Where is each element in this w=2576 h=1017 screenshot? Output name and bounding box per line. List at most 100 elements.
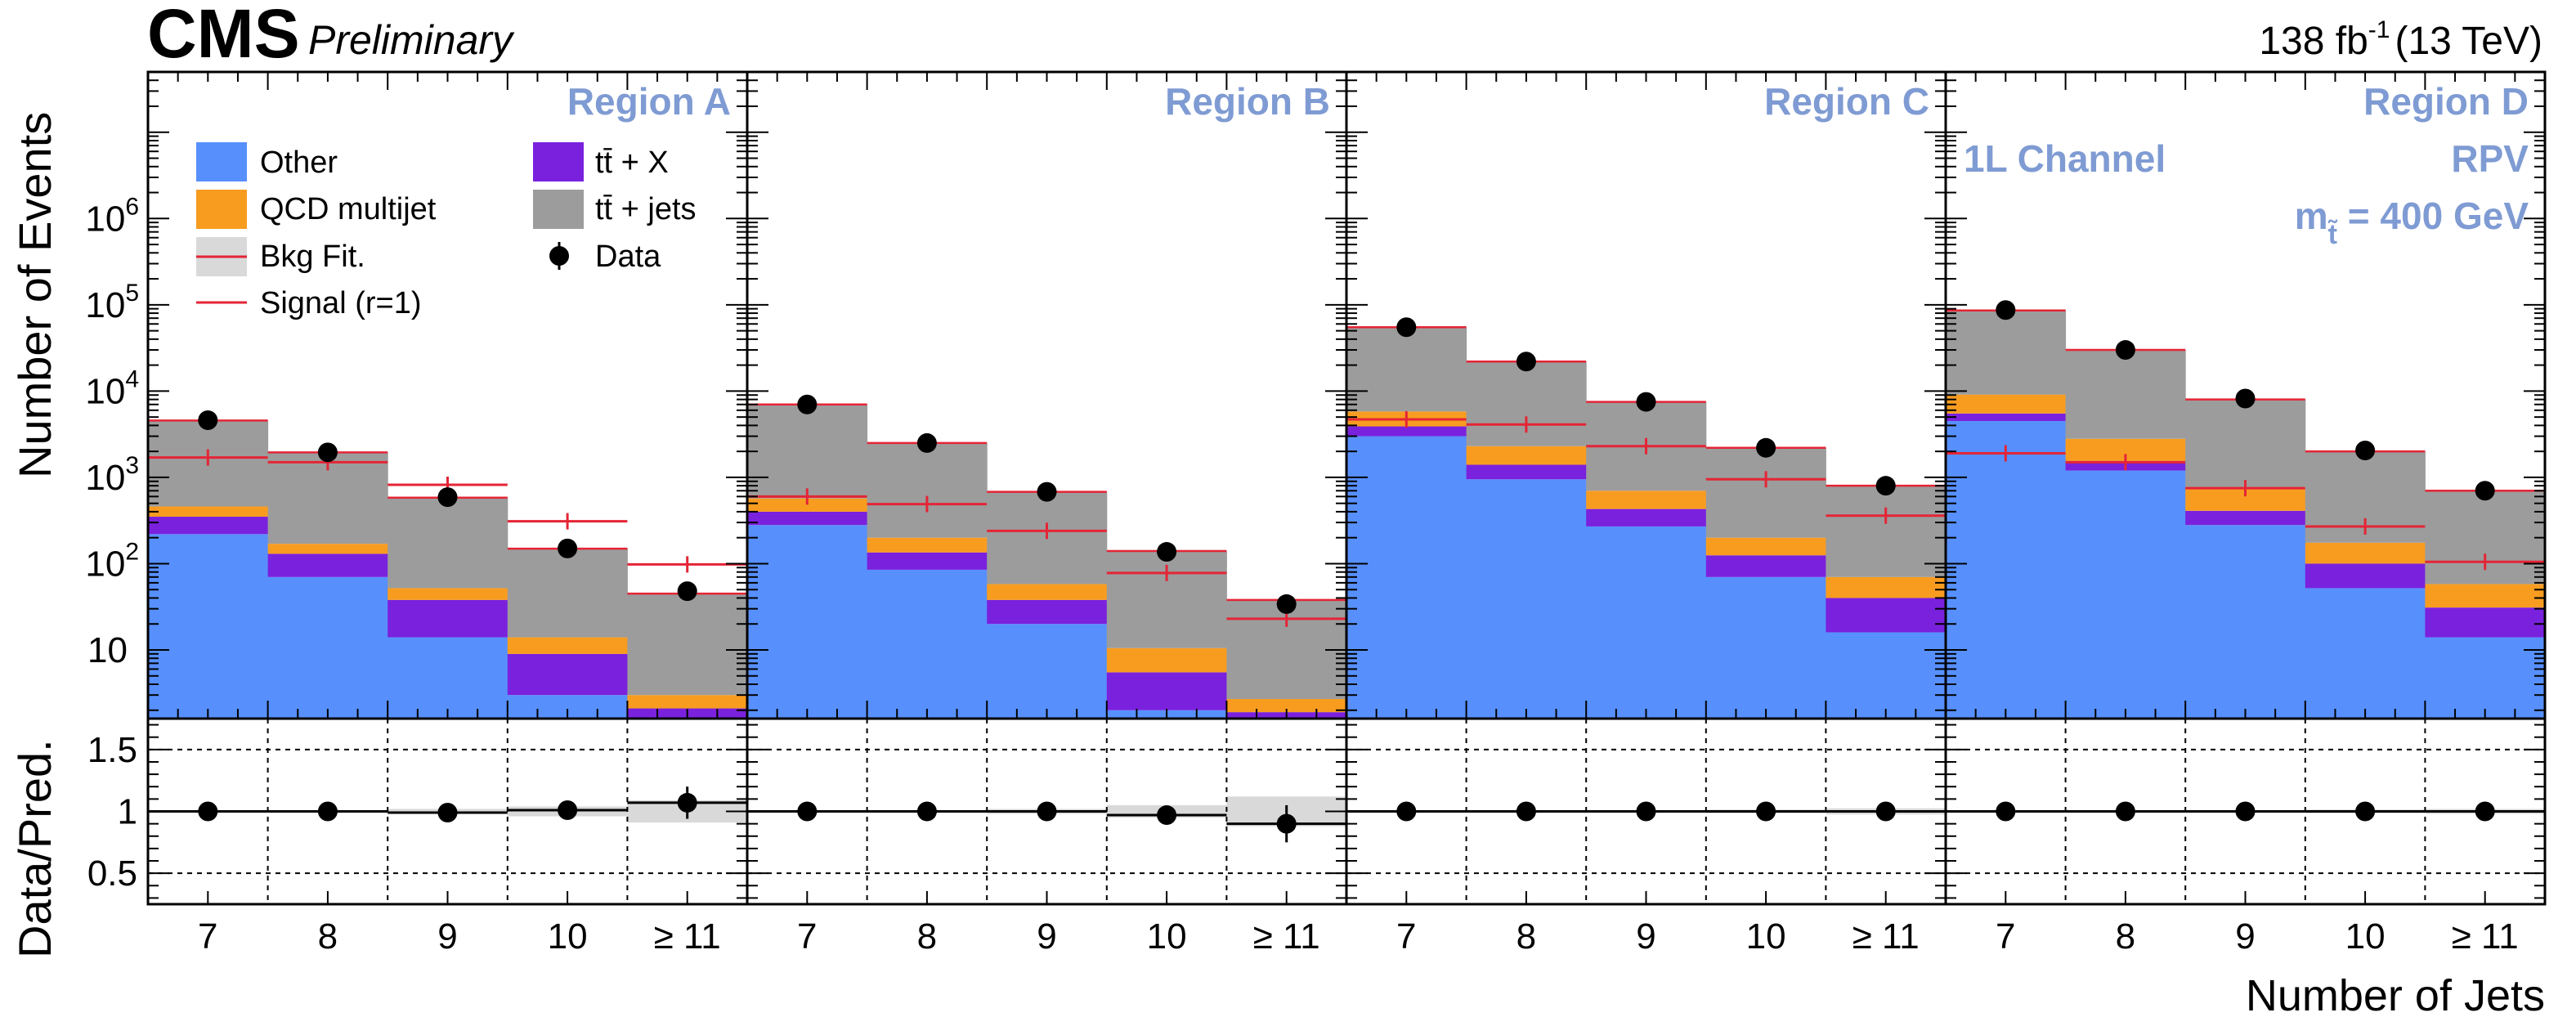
data-point: [1516, 352, 1536, 372]
bar-ttx: [507, 653, 628, 696]
data-point: [1636, 392, 1656, 412]
ratio-point: [2355, 801, 2376, 822]
lumi-value: 138 fb: [2259, 20, 2368, 63]
bar-qcd: [2425, 584, 2546, 608]
ratio-point: [1157, 805, 1177, 826]
x-tick-label: 7: [1996, 916, 2015, 957]
bar-other: [867, 569, 988, 719]
data-point: [198, 410, 218, 430]
panel-3: [1345, 70, 1947, 720]
ratio-frame: [1944, 717, 2547, 906]
x-tick-label: 8: [917, 916, 937, 957]
ratio-point: [437, 803, 458, 823]
bar-ttx: [2425, 607, 2546, 638]
bar-ttx: [1826, 598, 1947, 633]
bar-ttjets: [507, 549, 628, 638]
bar-ttjets: [1346, 327, 1467, 412]
bar-other: [747, 525, 868, 719]
y-axis-title: Number of Events: [9, 112, 60, 478]
y-tick-label: 104: [85, 365, 139, 411]
ratio-point: [797, 801, 818, 822]
x-axis-title: Number of Jets: [2246, 971, 2545, 1017]
panel-2: [746, 70, 1348, 720]
bar-ttjets: [1466, 361, 1587, 446]
bar-ttx: [148, 517, 269, 535]
region-labels: Region C: [1764, 80, 1929, 123]
x-tick-label: 8: [318, 916, 338, 957]
data-point: [1037, 482, 1057, 502]
x-tick-label: 8: [2116, 916, 2135, 957]
bar-qcd: [747, 498, 868, 512]
data-point: [1996, 300, 2016, 320]
bar-qcd: [1586, 491, 1707, 509]
bar-other: [1346, 436, 1467, 719]
x-tick-label: 9: [1636, 916, 1655, 957]
bar-qcd: [388, 588, 508, 600]
model-annotation: RPV: [2451, 137, 2529, 180]
legend-label-ttx: tt̄ + X: [595, 146, 669, 180]
bar-ttx: [1106, 672, 1227, 710]
data-point: [2355, 441, 2376, 461]
legend-label-data: Data: [595, 240, 661, 274]
data-point: [2115, 340, 2135, 361]
region-label: Region B: [1165, 80, 1330, 123]
bar-qcd: [267, 544, 388, 554]
bar-ttx: [747, 511, 868, 526]
bar-other: [1946, 420, 2067, 719]
x-tick-label: 10: [2345, 916, 2386, 957]
bar-qcd: [867, 537, 988, 553]
bar-ttx: [1346, 426, 1467, 437]
ratio-panel-3: 7 8 9 10 ≥ 11: [1345, 717, 1947, 957]
data-point: [1276, 594, 1297, 614]
y-tick-label: 105: [85, 280, 139, 325]
bar-other: [1826, 632, 1947, 719]
legend-swatch-other: [196, 142, 247, 181]
data-point: [558, 538, 578, 558]
region-label: Region D: [2363, 80, 2529, 123]
x-tick-label: ≥ 11: [1852, 916, 1920, 957]
data-point: [2235, 388, 2256, 409]
bar-other: [1466, 479, 1587, 719]
bar-ttjets: [867, 442, 988, 538]
ratio-point: [198, 801, 218, 822]
bar-qcd: [2305, 542, 2426, 564]
data-point: [1756, 437, 1776, 458]
x-tick-label: 9: [1037, 916, 1056, 957]
ratio-point: [2475, 801, 2495, 822]
bar-qcd: [987, 584, 1108, 600]
data-point: [797, 394, 818, 414]
bar-other: [2185, 525, 2306, 719]
data-point: [1396, 317, 1417, 338]
preliminary-label: Preliminary: [308, 17, 515, 63]
bar-qcd: [1705, 537, 1826, 556]
bar-ttx: [867, 552, 988, 570]
bar-ttx: [2185, 510, 2306, 526]
bar-other: [2065, 470, 2186, 719]
legend-swatch-ttjets: [533, 190, 584, 229]
ratio-panel-4: 7 8 9 10 ≥ 11: [1944, 717, 2547, 957]
data-point: [437, 487, 458, 508]
cms-label: CMS: [147, 0, 300, 72]
bar-other: [1586, 526, 1707, 719]
x-tick-label: 10: [1147, 916, 1187, 957]
ratio-point: [2235, 801, 2256, 822]
ratio-point: [916, 801, 937, 822]
bar-qcd: [507, 637, 628, 654]
region-labels: Region B: [1165, 80, 1330, 123]
x-tick-label: 10: [548, 916, 588, 957]
x-tick-label: 7: [797, 916, 817, 957]
ratio-point: [2115, 801, 2135, 822]
data-point: [1875, 476, 1896, 496]
legend-label-other: Other: [260, 146, 338, 180]
bar-other: [388, 637, 508, 719]
ratio-point: [677, 792, 697, 813]
bar-ttx: [1946, 413, 2067, 421]
x-tick-label: ≥ 11: [654, 916, 721, 957]
ratio-panel-2: 7 8 9 10 ≥ 11: [746, 717, 1348, 957]
bar-other: [1705, 576, 1826, 719]
x-tick-label: 8: [1516, 916, 1536, 957]
y-tick-label: 106: [85, 193, 139, 239]
ratio-tick-label: 1: [118, 792, 137, 832]
region-labels: Region D 1L Channel RPV mt̃ = 400 GeV: [1964, 80, 2529, 250]
